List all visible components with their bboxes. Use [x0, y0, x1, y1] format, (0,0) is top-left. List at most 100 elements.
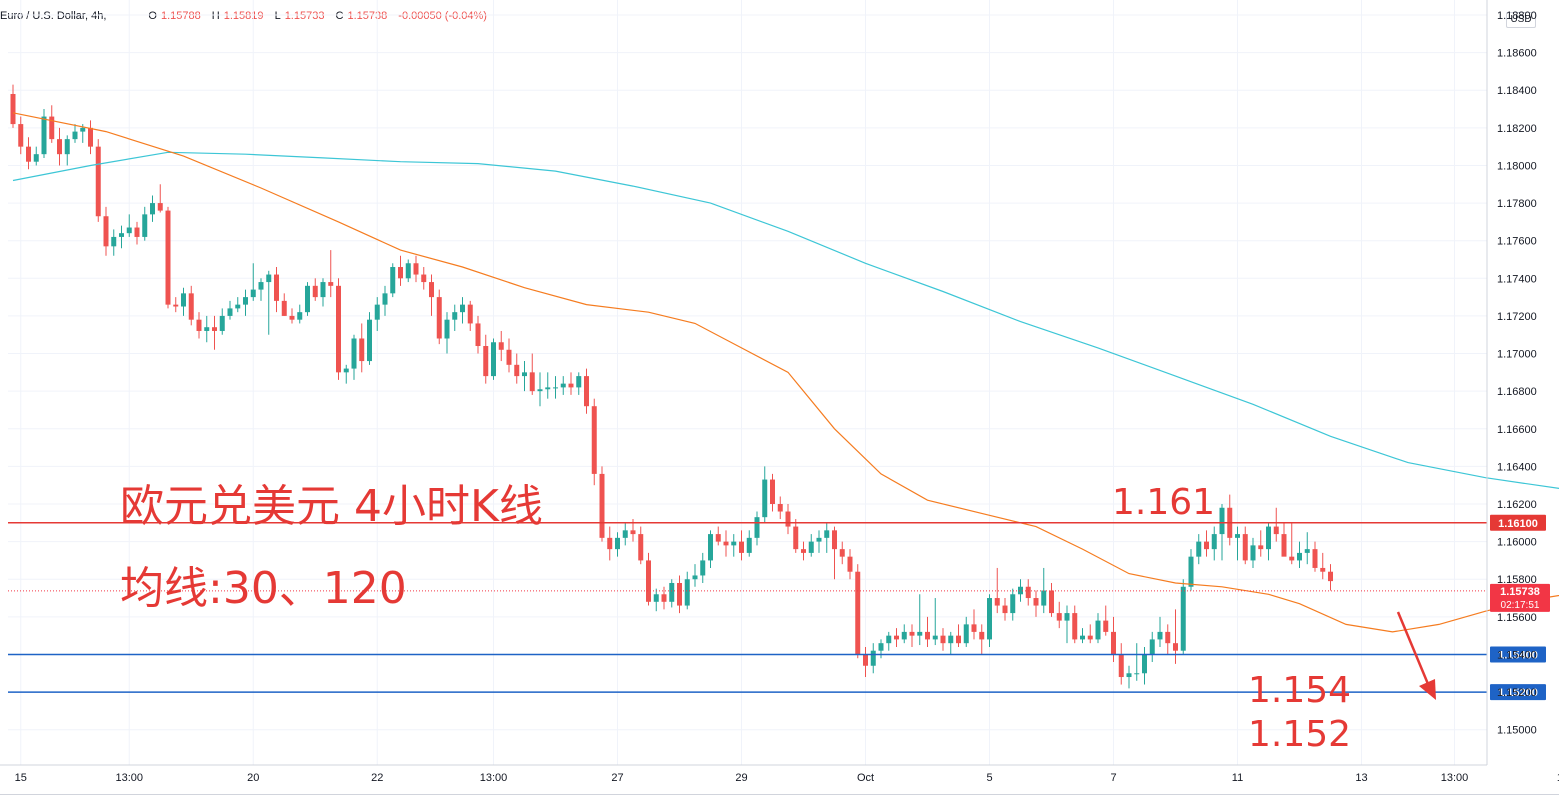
candle: [1250, 537, 1256, 568]
candle: [1180, 579, 1186, 655]
candle-body: [157, 203, 163, 211]
candle: [382, 285, 388, 316]
y-tick-label: 1.16800: [1497, 386, 1537, 398]
candle-body: [925, 631, 930, 640]
candle: [1018, 579, 1023, 602]
candle: [88, 120, 93, 155]
candle-body: [653, 594, 659, 602]
candle: [351, 334, 357, 380]
candle-body: [839, 549, 845, 557]
candle-body: [305, 285, 310, 313]
candle-body: [801, 549, 806, 553]
candle-body: [351, 338, 357, 369]
candle-body: [739, 541, 744, 553]
candle-body: [398, 267, 403, 279]
candle-body: [103, 216, 109, 247]
candle-body: [297, 312, 303, 320]
candle: [1281, 522, 1287, 557]
candle-body: [715, 534, 721, 542]
candle-body: [1025, 586, 1031, 599]
candle: [987, 594, 992, 647]
candle: [692, 564, 698, 587]
candle-body: [18, 124, 24, 147]
candle: [894, 628, 899, 647]
candle: [1242, 526, 1248, 565]
y-tick-label: 1.16600: [1497, 424, 1537, 436]
candle: [584, 368, 589, 414]
candle-body: [537, 389, 543, 392]
candle: [343, 364, 349, 384]
candle-body: [10, 93, 16, 125]
candle-body: [700, 560, 706, 576]
candle: [103, 206, 109, 256]
candle-body: [948, 635, 954, 644]
grid-lines: [8, 0, 1487, 765]
candle: [460, 297, 465, 324]
candle: [305, 282, 310, 316]
candle-body: [33, 154, 39, 162]
candle: [754, 511, 760, 546]
candle: [746, 530, 752, 557]
level-badge: [1490, 514, 1546, 531]
candle: [956, 624, 961, 647]
support-annotation-2: 1.152: [1248, 714, 1352, 755]
candle: [762, 466, 768, 523]
arrow-shaft: [1396, 611, 1430, 685]
candle-body: [855, 571, 861, 655]
y-tick-label: 1.15200: [1497, 687, 1537, 699]
candle-body: [1010, 594, 1016, 614]
candle-body: [878, 643, 884, 651]
candle: [886, 631, 892, 651]
candle-body: [328, 282, 334, 286]
candle-body: [258, 282, 264, 290]
candle: [529, 353, 535, 395]
candle: [700, 552, 706, 583]
candle: [514, 353, 520, 384]
candle-body: [243, 297, 248, 305]
candle: [1049, 582, 1054, 617]
candle-body: [266, 274, 272, 283]
candle: [1033, 590, 1039, 617]
candle-body: [49, 116, 55, 140]
candle-body: [638, 534, 644, 561]
candle-body: [560, 383, 566, 388]
candle-body: [917, 631, 923, 636]
candle: [281, 293, 287, 316]
candle-body: [41, 116, 47, 155]
horizontal-levels[interactable]: 1.16100 1.15400 1.15200 1.15738 02:17:51: [8, 514, 1550, 701]
candle-body: [568, 383, 574, 388]
level-badge: [1490, 684, 1546, 701]
candle-body: [1242, 534, 1248, 561]
arrow-head: [1419, 679, 1436, 700]
candle: [134, 221, 140, 245]
candle-body: [1204, 541, 1209, 550]
candle: [157, 184, 163, 213]
candle: [591, 398, 597, 486]
support-annotation-1: 1.154: [1248, 670, 1352, 711]
candle: [971, 609, 977, 640]
candle-body: [1103, 620, 1109, 632]
candle: [855, 564, 861, 659]
candle: [72, 124, 78, 143]
candle-body: [320, 282, 326, 298]
candle-body: [312, 285, 318, 298]
candle: [808, 534, 814, 557]
candle-body: [498, 342, 504, 350]
currency-badge[interactable]: USD: [1506, 12, 1536, 28]
candle-body: [832, 530, 837, 550]
candle: [770, 473, 775, 512]
candle: [599, 466, 605, 542]
y-tick-label: 1.16400: [1497, 461, 1537, 473]
candle: [545, 372, 551, 399]
candle-body: [545, 387, 551, 390]
level-badge: [1490, 646, 1546, 663]
level-badge-label: 1.15400: [1498, 649, 1538, 661]
candle: [1266, 522, 1271, 561]
candle-body: [1072, 613, 1078, 640]
candle-body: [1258, 545, 1264, 550]
candle-body: [405, 263, 411, 279]
candle: [491, 338, 496, 380]
symbol-title[interactable]: Euro / U.S. Dollar, 4h,: [0, 10, 107, 22]
candle: [165, 206, 171, 309]
